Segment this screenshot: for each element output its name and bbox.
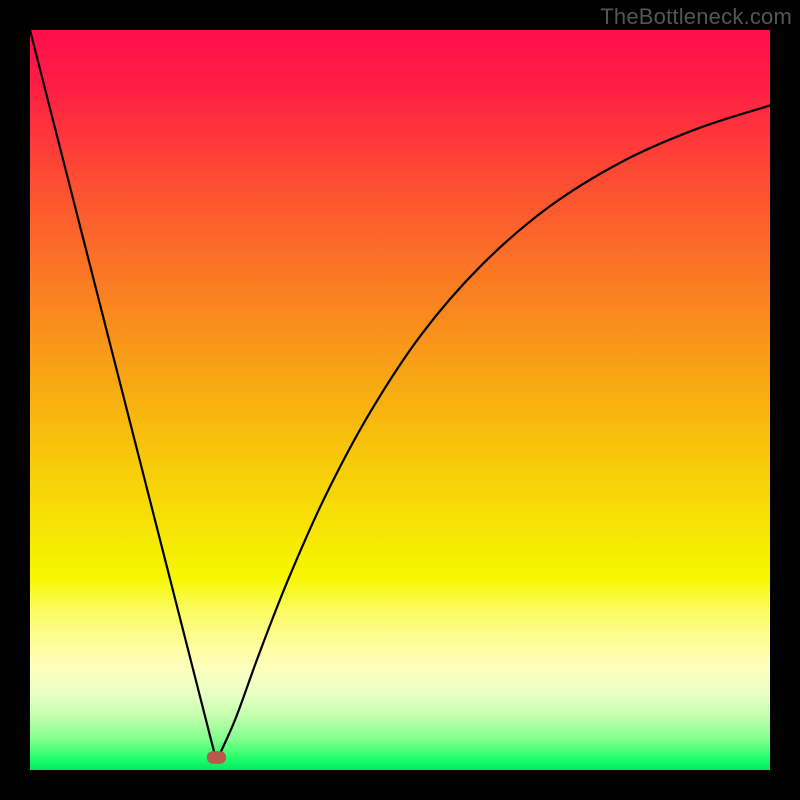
plot-background (30, 30, 770, 770)
bottleneck-chart (0, 0, 800, 800)
watermark-label: TheBottleneck.com (600, 4, 792, 30)
chart-container: TheBottleneck.com (0, 0, 800, 800)
minimum-marker (207, 751, 226, 764)
